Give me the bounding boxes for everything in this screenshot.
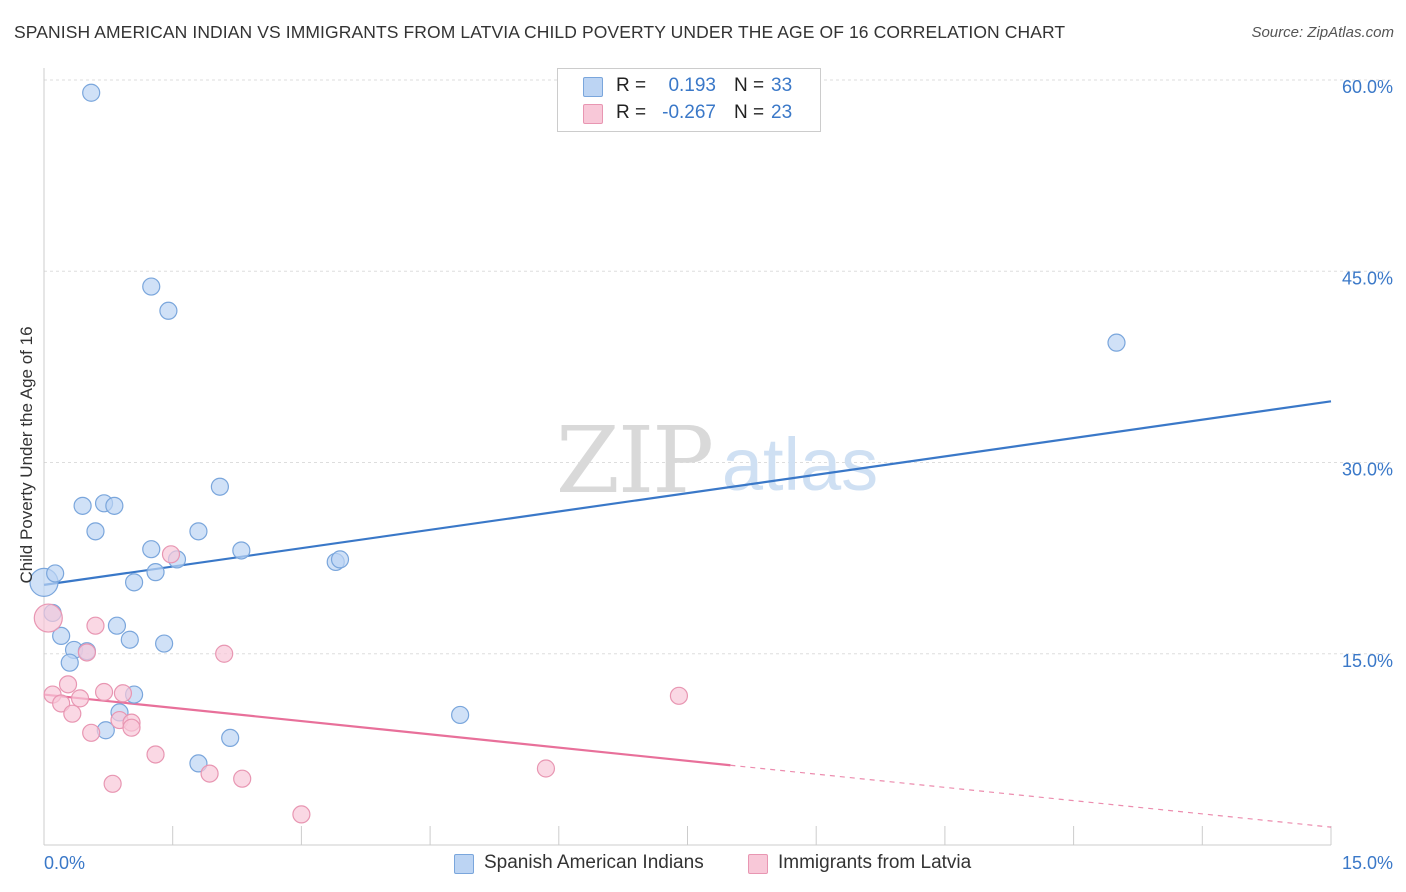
trend-lines (43, 400, 1332, 828)
point-spanish-american-indians (46, 564, 65, 583)
point-spanish-american-indians (142, 540, 161, 559)
x-tick-label-max: 15.0% (1342, 853, 1393, 873)
y-axis-label: Child Poverty Under the Age of 16 (17, 326, 36, 584)
point-immigrants-from-latvia (215, 644, 234, 663)
point-immigrants-from-latvia (292, 805, 311, 824)
point-spanish-american-indians (146, 563, 165, 582)
watermark-zip: ZIP (556, 407, 712, 514)
point-immigrants-from-latvia (113, 684, 133, 703)
point-spanish-american-indians (73, 496, 92, 515)
point-immigrants-from-latvia (86, 616, 105, 635)
point-spanish-american-indians (159, 301, 178, 320)
legend-swatch-series1 (583, 77, 603, 97)
y-tick-label: 30.0% (1342, 460, 1393, 480)
point-immigrants-from-latvia (161, 545, 181, 564)
point-spanish-american-indians (232, 541, 251, 560)
point-spanish-american-indians (124, 573, 144, 592)
bottom-legend-label-series1: Spanish American Indians (484, 852, 704, 873)
point-immigrants-from-latvia (233, 769, 252, 788)
point-spanish-american-indians (120, 630, 139, 649)
correlation-legend: R = 0.193 N = 33 R = -0.267 N = 23 (557, 68, 821, 132)
y-tick-label: 45.0% (1342, 268, 1393, 288)
point-spanish-american-indians (210, 477, 229, 496)
point-spanish-american-indians (221, 728, 240, 748)
legend-n-value-series1: 33 (771, 75, 793, 96)
y-tick-label: 15.0% (1342, 651, 1393, 671)
point-immigrants-from-latvia (94, 682, 114, 702)
point-immigrants-from-latvia (103, 774, 122, 793)
point-immigrants-from-latvia (122, 718, 141, 737)
bottom-legend-swatch-series2 (748, 854, 768, 874)
point-spanish-american-indians (1107, 333, 1126, 352)
data-points (29, 83, 1126, 824)
tick-labels: 15.0% 30.0% 45.0% 60.0% 0.0% 15.0% (44, 77, 1393, 873)
bottom-legend-swatch-series1 (454, 854, 474, 874)
point-spanish-american-indians (330, 550, 350, 569)
point-immigrants-from-latvia (70, 689, 90, 708)
legend-r-label: R = (616, 102, 647, 123)
point-spanish-american-indians (451, 705, 470, 725)
legend-r-value-series1: 0.193 (668, 75, 716, 96)
point-spanish-american-indians (82, 83, 101, 102)
point-immigrants-from-latvia (536, 759, 556, 778)
legend-r-label: R = (616, 75, 647, 96)
point-spanish-american-indians (105, 496, 124, 515)
legend-row-series1: R = 0.193 N = 33 (558, 73, 820, 99)
bottom-legend-label-series2: Immigrants from Latvia (778, 852, 972, 873)
trend-line-series2-extension (730, 764, 1332, 828)
chart-title: SPANISH AMERICAN INDIAN VS IMMIGRANTS FR… (14, 22, 1066, 42)
legend-row-series2: R = -0.267 N = 23 (558, 100, 820, 126)
legend-n-label: N = (734, 102, 765, 123)
point-spanish-american-indians (107, 616, 127, 635)
gridlines (44, 79, 1392, 655)
point-spanish-american-indians (155, 634, 174, 653)
point-immigrants-from-latvia (669, 686, 689, 705)
axes (43, 68, 1332, 846)
point-spanish-american-indians (189, 754, 208, 773)
legend-n-label: N = (734, 75, 765, 96)
trend-line-series2 (43, 693, 731, 767)
point-immigrants-from-latvia (200, 764, 219, 783)
point-spanish-american-indians (60, 653, 79, 672)
watermark-atlas: atlas (722, 423, 878, 506)
point-immigrants-from-latvia (146, 745, 165, 764)
point-immigrants-from-latvia (52, 694, 71, 713)
source-label: Source: ZipAtlas.com (1251, 24, 1394, 41)
legend-r-value-series2: -0.267 (662, 102, 716, 123)
legend-n-value-series2: 23 (771, 102, 793, 123)
trend-line-series1 (43, 400, 1332, 586)
point-immigrants-from-latvia (58, 675, 78, 694)
legend-swatch-series2 (583, 104, 603, 124)
point-spanish-american-indians (142, 277, 161, 296)
y-tick-label: 60.0% (1342, 77, 1393, 97)
point-immigrants-from-latvia (63, 704, 82, 723)
point-spanish-american-indians (86, 522, 105, 541)
x-tick-label-min: 0.0% (44, 853, 85, 873)
point-spanish-american-indians (189, 522, 208, 541)
watermark: ZIP atlas (556, 407, 878, 514)
point-spanish-american-indians (52, 626, 71, 646)
point-immigrants-from-latvia (82, 723, 101, 742)
point-immigrants-from-latvia (77, 643, 97, 662)
point-immigrants-from-latvia (33, 603, 63, 633)
